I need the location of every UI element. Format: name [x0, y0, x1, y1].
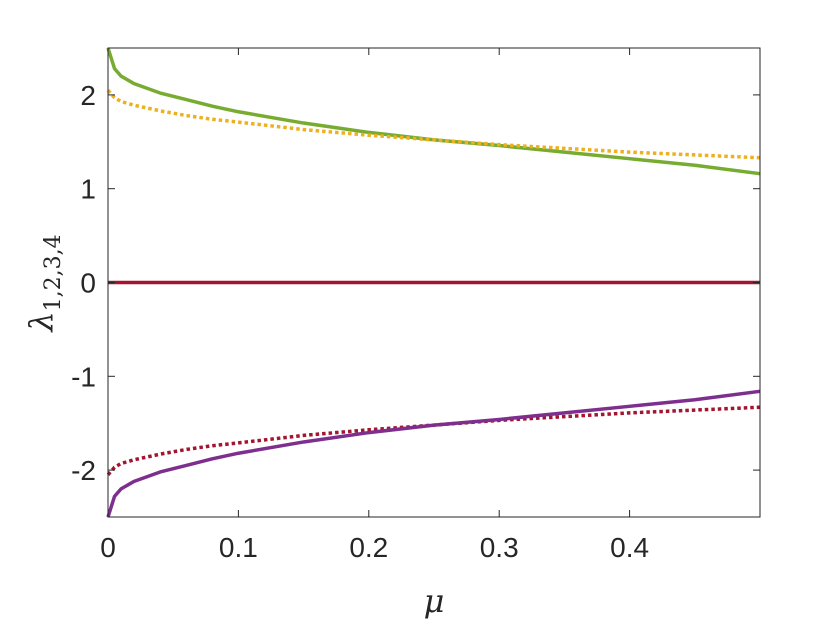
x-tick-label: 0.3: [480, 532, 519, 563]
series-line-1: [106, 47, 761, 176]
x-tick-label: 0.2: [349, 532, 388, 563]
series-line-2: [106, 89, 761, 160]
y-tick-label: 1: [80, 174, 96, 205]
series-line-5: [106, 389, 761, 518]
series-line-4: [106, 405, 761, 476]
x-tick-label: 0.1: [219, 532, 258, 563]
ticks-layer: 0 0.1 0.2 0.3 0.4 -2 -1 0 1 2: [71, 48, 760, 563]
x-axis-label: μ: [424, 582, 445, 620]
y-tick-label: -1: [71, 361, 96, 392]
y-axis-label-symbol: λ: [22, 311, 60, 333]
y-axis-label-subscript: 1,2,3,4: [41, 234, 66, 311]
x-tick-label: 0.4: [610, 532, 649, 563]
y-axis-label: λ1,2,3,4: [22, 234, 66, 333]
svg-text:λ1,2,3,4: λ1,2,3,4: [22, 234, 66, 333]
x-tick-label: 0: [100, 532, 116, 563]
series-layer: [106, 47, 761, 518]
y-tick-label: 0: [80, 268, 96, 299]
y-tick-label: -2: [71, 455, 96, 486]
y-tick-label: 2: [80, 80, 96, 111]
